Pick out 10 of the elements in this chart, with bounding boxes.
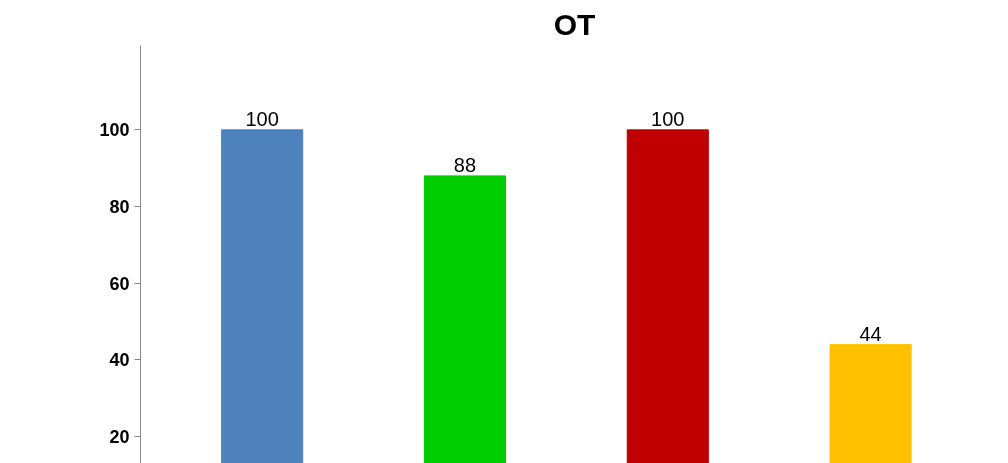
y-tick-label: 20 [109, 427, 130, 448]
chart-title: OT [553, 7, 596, 41]
y-tick-label: 60 [109, 273, 130, 294]
data-label: 88 [453, 153, 477, 176]
data-label: 44 [859, 322, 882, 345]
data-label: 100 [651, 107, 685, 130]
y-tick-label: 80 [109, 197, 130, 218]
y-tick-label: 100 [99, 120, 130, 141]
data-label: 100 [245, 107, 279, 130]
y-tick-label: 40 [109, 350, 130, 371]
